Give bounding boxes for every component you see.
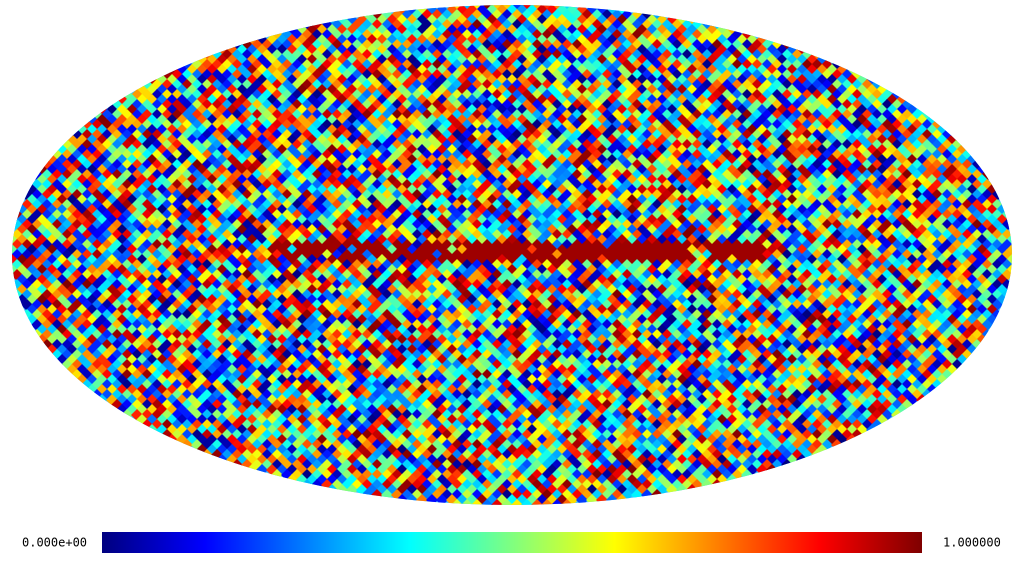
pixel-layer xyxy=(12,5,1012,505)
